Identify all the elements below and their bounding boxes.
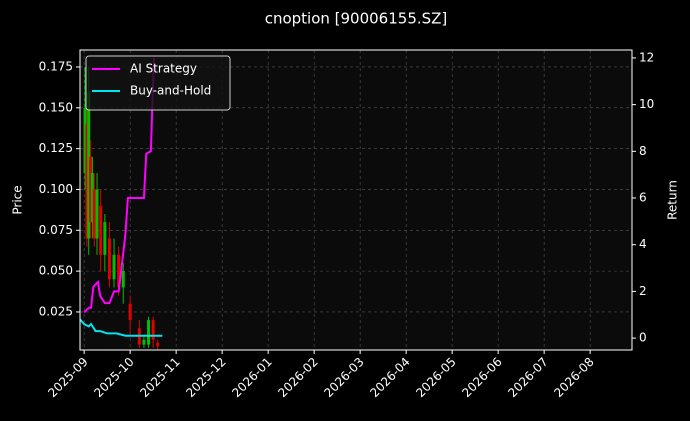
candle-body	[103, 222, 107, 255]
legend-label: AI Strategy	[130, 62, 197, 76]
candle-body	[128, 303, 132, 321]
candle-body	[117, 254, 121, 288]
y2-tick-label: 6	[639, 191, 647, 205]
y-tick-label: 0.050	[39, 264, 73, 278]
y2-tick-label: 4	[639, 237, 647, 251]
y-tick-label: 0.075	[39, 223, 73, 237]
y-tick-label: 0.025	[39, 304, 73, 318]
axes-frame	[79, 49, 633, 351]
candle-body	[147, 320, 151, 345]
plot	[80, 57, 163, 350]
y2-tick-label: 0	[639, 331, 647, 345]
candle-body	[89, 156, 93, 223]
y2-tick-label: 8	[639, 144, 647, 158]
series-line	[83, 57, 156, 314]
candle-body	[95, 189, 99, 239]
y-axis-label: Price	[11, 185, 25, 214]
candle-body	[112, 254, 116, 280]
y2-tick-label: 10	[639, 97, 654, 111]
legend-label: Buy-and-Hold	[130, 84, 211, 98]
y-tick-label: 0.150	[39, 100, 73, 114]
legend-box	[85, 55, 231, 111]
chart-title: cnoption [90006155.SZ]	[265, 10, 448, 28]
candle-body	[121, 271, 125, 288]
candle-body	[83, 107, 87, 174]
y2-tick-label: 12	[639, 50, 654, 64]
candle-body	[99, 205, 103, 255]
candle-body	[156, 342, 160, 347]
candle-body	[85, 124, 89, 239]
series-line	[80, 318, 163, 337]
candle-body	[87, 91, 91, 239]
candle-body	[107, 238, 111, 280]
candle-body	[151, 320, 155, 340]
candle-body	[142, 339, 146, 345]
y-tick-label: 0.125	[39, 141, 73, 155]
y2-axis-label: Return	[666, 180, 680, 220]
y2-tick-label: 2	[639, 284, 647, 298]
candle-body	[92, 189, 96, 239]
y-tick-label: 0.175	[39, 59, 73, 73]
y-tick-label: 0.100	[39, 182, 73, 196]
candle-body	[90, 173, 94, 223]
